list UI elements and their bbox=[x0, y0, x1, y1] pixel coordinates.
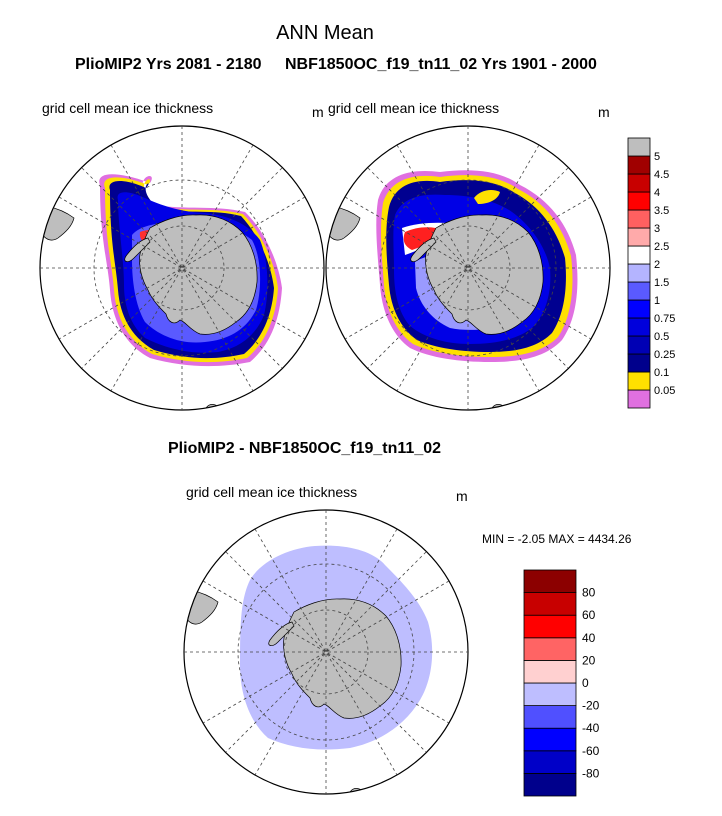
colorbar-thickness-label: 0.25 bbox=[654, 349, 675, 361]
left-panel-unit: m bbox=[312, 104, 324, 120]
colorbar-thickness-label: 2 bbox=[654, 259, 660, 271]
colorbar-thickness-label: 3.5 bbox=[654, 205, 669, 217]
diff-panel-subtitle: grid cell mean ice thickness bbox=[186, 484, 358, 500]
colorbar-difference: -80 -60 -40 -20 0 20 40 60 80 bbox=[523, 569, 600, 797]
colorbar-difference-box bbox=[523, 750, 577, 774]
colorbar-thickness-box bbox=[627, 317, 651, 337]
diff-peninsula bbox=[268, 621, 295, 646]
colorbar-thickness-label: 0.1 bbox=[654, 367, 669, 379]
right-panel-subtitle: grid cell mean ice thickness bbox=[328, 100, 500, 116]
left-panel-header: PlioMIP2 Yrs 2081 - 2180 bbox=[75, 56, 262, 73]
colorbar-difference-box bbox=[523, 660, 577, 684]
colorbar-thickness-box bbox=[627, 263, 651, 283]
colorbar-difference-label: -40 bbox=[582, 721, 600, 735]
colorbar-thickness-box bbox=[627, 389, 651, 409]
diff-panel-header: PlioMIP2 - NBF1850OC_f19_tn11_02 bbox=[168, 440, 442, 457]
colorbar-thickness: 0.05 0.1 0.25 0.5 0.75 1 1.5 2 2.5 3 3.5 4 4.5 5 bbox=[627, 137, 675, 409]
colorbar-difference-box bbox=[523, 705, 577, 729]
colorbar-thickness-label: 0.75 bbox=[654, 313, 675, 325]
colorbar-difference-box bbox=[523, 569, 577, 594]
colorbar-difference-label: 40 bbox=[582, 631, 596, 645]
colorbar-difference-label: -80 bbox=[582, 766, 600, 780]
right-panel-unit: m bbox=[598, 104, 610, 120]
colorbar-thickness-label: 0.5 bbox=[654, 331, 669, 343]
colorbar-thickness-box bbox=[627, 371, 651, 391]
colorbar-difference-label: -60 bbox=[582, 744, 600, 758]
colorbar-thickness-box bbox=[627, 155, 651, 175]
colorbar-thickness-box bbox=[627, 227, 651, 247]
left-panel-subtitle: grid cell mean ice thickness bbox=[42, 100, 214, 116]
colorbar-thickness-label: 4 bbox=[654, 187, 660, 199]
colorbar-thickness-box bbox=[627, 173, 651, 193]
colorbar-thickness-label: 2.5 bbox=[654, 241, 669, 253]
colorbar-difference-label: 20 bbox=[582, 653, 596, 667]
right-peninsula bbox=[410, 237, 437, 262]
colorbar-thickness-box bbox=[627, 299, 651, 319]
colorbar-difference-box bbox=[523, 637, 577, 661]
colorbar-difference-box bbox=[523, 773, 577, 797]
colorbar-thickness-box bbox=[627, 335, 651, 355]
figure-title: ANN Mean bbox=[276, 22, 374, 44]
colorbar-thickness-label: 1 bbox=[654, 295, 660, 307]
diff-minmax-label: MIN = -2.05 MAX = 4434.26 bbox=[482, 532, 632, 546]
colorbar-thickness-box bbox=[627, 191, 651, 211]
colorbar-difference-box bbox=[523, 727, 577, 752]
diff-panel-unit: m bbox=[456, 488, 468, 504]
colorbar-thickness-label: 5 bbox=[654, 151, 660, 163]
colorbar-thickness-box bbox=[627, 137, 651, 157]
colorbar-difference-label: 60 bbox=[582, 608, 596, 622]
colorbar-thickness-box bbox=[627, 353, 651, 373]
colorbar-thickness-box bbox=[627, 281, 651, 301]
colorbar-thickness-label: 3 bbox=[654, 223, 660, 235]
colorbar-thickness-box bbox=[627, 245, 651, 265]
right-ice-yellow-patch bbox=[474, 190, 500, 204]
left-polar-map bbox=[39, 125, 325, 411]
colorbar-thickness-label: 1.5 bbox=[654, 277, 669, 289]
colorbar-difference-box bbox=[523, 682, 577, 707]
colorbar-difference-box bbox=[523, 614, 577, 639]
colorbar-difference-label: 0 bbox=[582, 676, 589, 690]
right-panel-header: NBF1850OC_f19_tn11_02 Yrs 1901 - 2000 bbox=[285, 56, 597, 73]
colorbar-thickness-label: 0.05 bbox=[654, 385, 675, 397]
right-polar-map bbox=[325, 125, 611, 411]
colorbar-difference-label: -20 bbox=[582, 699, 600, 713]
diff-polar-map bbox=[183, 509, 469, 795]
colorbar-thickness-label: 4.5 bbox=[654, 169, 669, 181]
colorbar-difference-label: 80 bbox=[582, 586, 596, 600]
left-peninsula bbox=[124, 237, 151, 262]
colorbar-difference-box bbox=[523, 592, 577, 616]
colorbar-thickness-box bbox=[627, 209, 651, 229]
